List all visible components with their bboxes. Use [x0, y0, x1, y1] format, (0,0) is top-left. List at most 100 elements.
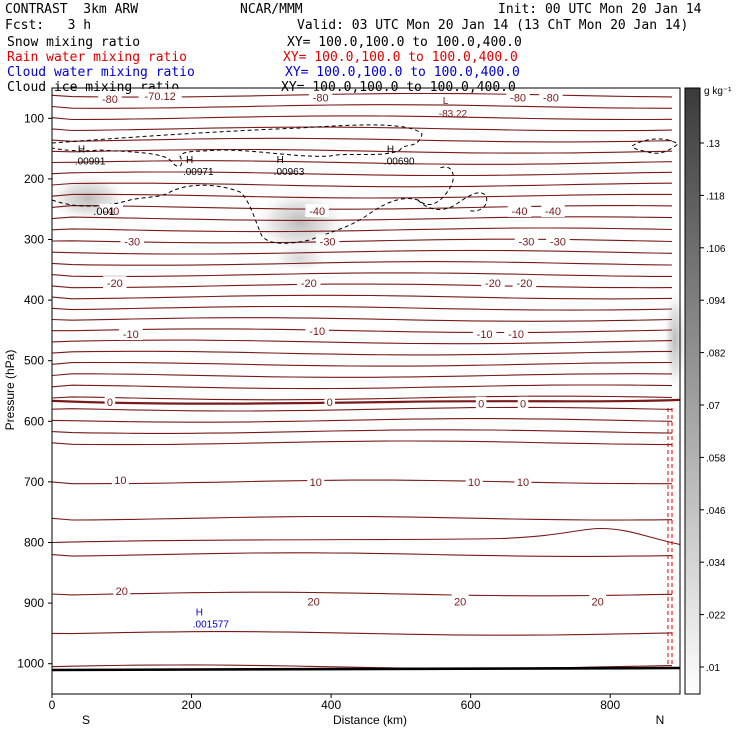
isotherm-line	[51, 261, 673, 266]
colorbar-tick-label: .13	[706, 139, 720, 150]
isotherm-line	[51, 361, 673, 367]
isotherm-label-bg	[297, 276, 321, 290]
isotherm-label-bg	[514, 234, 539, 248]
isotherm-line	[51, 171, 673, 177]
y-tick-label: 1000	[17, 657, 44, 671]
y-axis-title: Pressure (hPa)	[3, 350, 17, 431]
isotherm-line	[51, 104, 673, 109]
isotherm-line	[51, 238, 673, 244]
shade-blob	[270, 244, 330, 272]
isotherm-label: 20	[592, 596, 604, 608]
x-tick-label: 200	[182, 698, 202, 712]
isotherm-label-bg	[103, 276, 127, 290]
x-tick-label: 600	[461, 698, 481, 712]
isotherm-label-bg	[315, 234, 340, 248]
isotherm-line	[51, 515, 673, 521]
colorbar-tick-label: .022	[706, 611, 726, 622]
max-value: .00971	[183, 167, 214, 178]
colorbar-tick-label: .082	[706, 349, 726, 360]
min-value: -83.22	[439, 109, 468, 120]
isotherm-label: -10	[123, 329, 139, 341]
colorbar-unit: g kg⁻¹	[704, 86, 732, 97]
isotherm-line	[51, 440, 673, 446]
shade-blob	[663, 285, 687, 395]
isotherm-label: -10	[508, 329, 524, 341]
isotherm-label: -80	[313, 93, 329, 105]
isotherm-label-bg	[472, 327, 497, 341]
isotherm-line	[51, 137, 673, 143]
field-xy-rain: XY= 100.0,100.0 to 100.0,400.0	[283, 50, 518, 65]
cloud-outline	[51, 166, 454, 244]
isotherm-label-bg	[98, 91, 122, 105]
max-value: .001577	[193, 620, 230, 631]
y-axis: 100 200 300 400 500 600 700 800 900 1000	[17, 111, 52, 671]
colorbar-tick-label: .106	[706, 244, 726, 255]
isotherm-label-bg	[514, 474, 532, 488]
isotherm-label: -40	[103, 206, 119, 218]
isotherm-label-bg	[475, 396, 487, 410]
y-tick-label: 600	[24, 414, 44, 428]
isotherm-line	[51, 591, 673, 597]
cloud-outline	[631, 138, 679, 154]
isotherm-label-bg	[481, 276, 505, 290]
isotherm-label: -20	[485, 278, 501, 290]
isotherm-label-bg	[589, 594, 607, 608]
isotherm-line	[51, 193, 672, 199]
isotherm-line	[51, 283, 673, 289]
isotherm-line	[51, 631, 673, 636]
isotherm-line	[51, 384, 673, 390]
max-marker: H	[277, 155, 284, 166]
isotherm-line	[51, 339, 673, 345]
isotherm-label: -40	[512, 206, 528, 218]
x-tick-label: 400	[321, 698, 341, 712]
isotherm-label-bg	[504, 327, 528, 341]
isotherm-label-bg	[324, 394, 335, 408]
y-tick-label: 300	[24, 233, 44, 247]
isotherm-label-bg	[465, 474, 483, 488]
isotherm-label: -70.12	[145, 91, 176, 103]
x-axis: 0 200 400 600 800	[49, 694, 621, 712]
max-marker: H	[387, 145, 394, 156]
colorbar-tick-label: .07	[706, 401, 720, 412]
shade-label: .001	[93, 206, 114, 218]
isotherm-line	[51, 418, 673, 423]
max-marker: H	[196, 608, 203, 619]
isotherm-line	[51, 429, 673, 434]
isotherm-label-bg	[305, 204, 329, 218]
isotherm-label-bg	[138, 88, 182, 102]
field-xy-snow: XY= 100.0,100.0 to 100.0,400.0	[287, 35, 522, 50]
isotherm-line	[51, 182, 673, 188]
isotherm-label: 0	[107, 397, 113, 409]
colorbar-tick-label: .094	[706, 296, 726, 307]
isotherm-label: -80	[543, 93, 559, 105]
colorbar	[684, 87, 701, 695]
isotherm-line	[52, 328, 673, 334]
y-tick-label: 500	[24, 354, 44, 368]
max-value: .00963	[274, 167, 305, 178]
isotherm-label: 20	[454, 596, 466, 608]
x-end-label-right: N	[656, 713, 665, 727]
plot-frame	[51, 87, 681, 695]
isotherm-label-bg	[308, 90, 333, 104]
isotherm-label-bg	[120, 234, 144, 248]
isotherm-label: 10	[114, 475, 126, 487]
isotherm-label: -30	[550, 236, 566, 248]
isotherm-label: -30	[124, 236, 140, 248]
isotherm-label: -40	[545, 206, 561, 218]
isotherm-label-bg	[512, 276, 537, 290]
colorbar-tick-label: .058	[706, 453, 726, 464]
isotherm-label-bg	[305, 324, 329, 338]
isotherm-label-bg	[111, 473, 129, 487]
isotherm-line	[51, 479, 672, 485]
colorbar-ticks: .13 .118 .106 .094 .082 .07 .058 .046 .034 .022 .0…	[700, 139, 726, 674]
isotherm-label: 10	[517, 477, 529, 489]
isotherm-label-bg	[307, 474, 325, 488]
isotherm-line	[51, 272, 672, 277]
max-value: .00690	[384, 157, 415, 168]
isotherm-label: -20	[301, 278, 317, 290]
ground-line	[51, 666, 681, 672]
field-name-snow: Snow mixing ratio	[7, 35, 141, 50]
forecast-hour: Fcst: 3 h	[5, 18, 92, 33]
isotherm-label: 0	[478, 399, 484, 411]
isotherm-line	[51, 527, 681, 546]
